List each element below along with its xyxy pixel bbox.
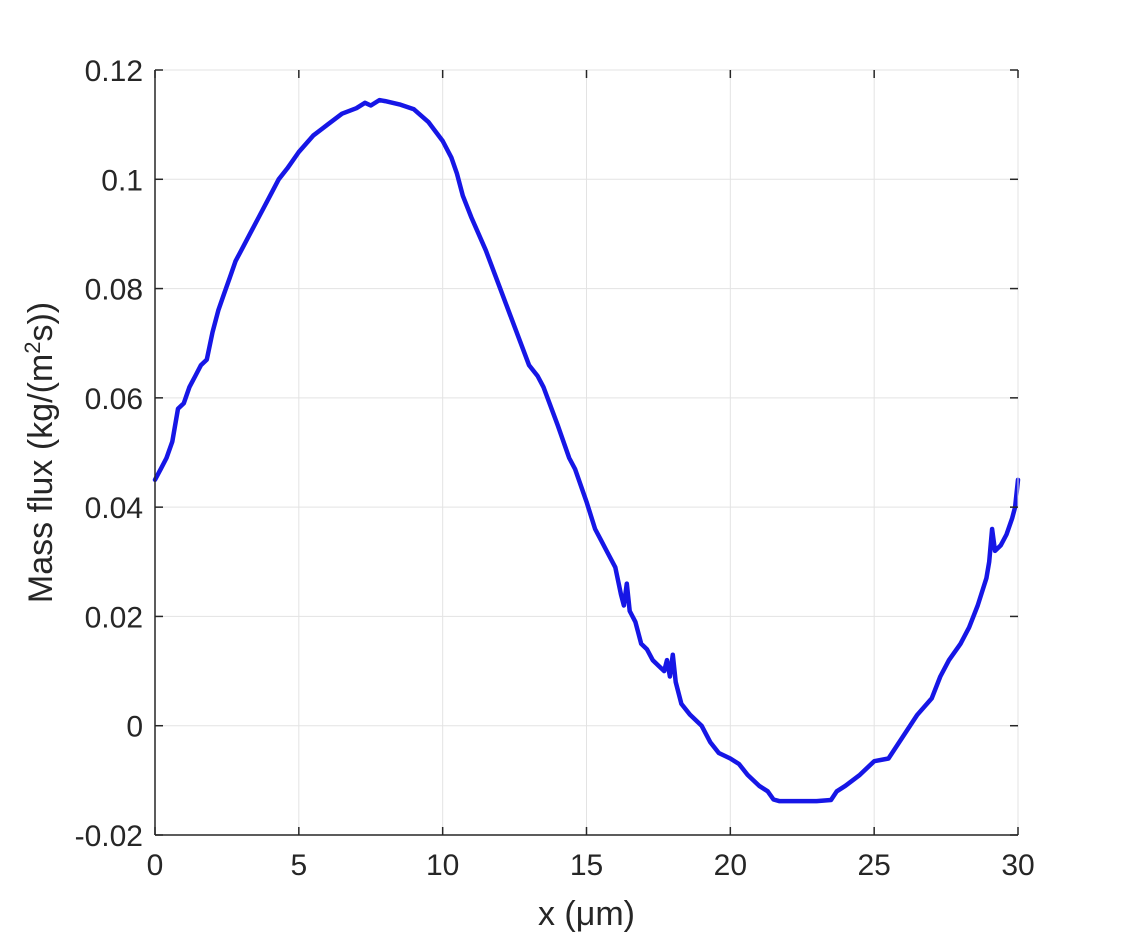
y-tick-label: 0.04 — [85, 492, 143, 525]
x-tick-label: 0 — [147, 849, 164, 882]
y-tick-label: 0.12 — [85, 55, 143, 88]
y-tick-label: 0 — [126, 711, 143, 744]
x-tick-label: 25 — [857, 849, 890, 882]
grid-lines — [154, 69, 1019, 836]
y-tick-label: -0.02 — [75, 820, 143, 853]
series-line — [152, 97, 1021, 804]
y-tick-label: 0.06 — [85, 383, 143, 416]
x-axis-label: x (μm) — [538, 895, 635, 933]
x-tick-label: 15 — [570, 849, 603, 882]
y-tick-label: 0.08 — [85, 274, 143, 307]
y-tick-label: 0.02 — [85, 601, 143, 634]
y-axis-label-tail: s)) — [22, 302, 60, 342]
x-tick-label: 30 — [1001, 849, 1034, 882]
y-axis-label-superscript: 2 — [20, 342, 45, 354]
y-tick-label: 0.1 — [101, 164, 143, 197]
x-axis-ticks: 0 5 10 15 20 25 30 — [147, 70, 1035, 882]
x-tick-label: 20 — [714, 849, 747, 882]
x-tick-label: 5 — [290, 849, 307, 882]
y-axis-ticks: -0.02 0 0.02 0.04 0.06 0.08 0.1 0.12 — [75, 55, 1018, 853]
x-tick-label: 10 — [426, 849, 459, 882]
series-group — [152, 97, 1021, 804]
y-axis-label-main: Mass flux (kg/(m — [22, 354, 60, 603]
y-axis-label: Mass flux (kg/(m2s)) — [20, 302, 61, 603]
